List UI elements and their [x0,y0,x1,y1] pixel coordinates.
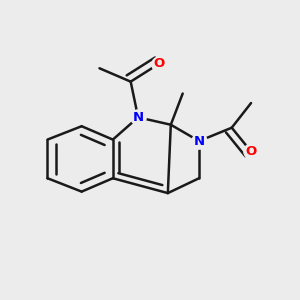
Text: N: N [194,135,205,148]
Text: O: O [245,145,257,158]
Text: N: N [133,111,144,124]
Text: O: O [153,57,164,70]
